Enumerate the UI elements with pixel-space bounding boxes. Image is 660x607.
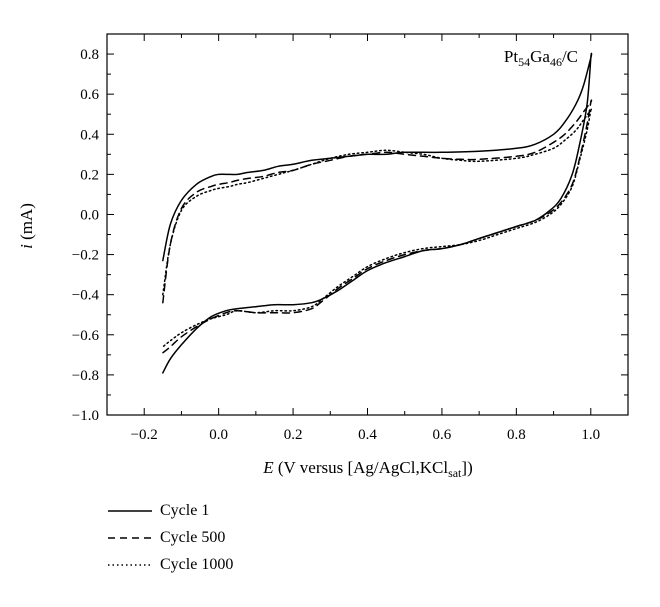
legend-item-cycle-1: Cycle 1 [108, 498, 233, 523]
legend-item-cycle-1000: Cycle 1000 [108, 552, 233, 577]
x-tick-label: 0.2 [284, 427, 303, 443]
y-tick-label: 0.8 [80, 47, 99, 63]
series-line-dotted [162, 107, 593, 348]
y-tick-label: −0.2 [72, 248, 99, 264]
x-tick-label: 1.0 [581, 427, 600, 443]
y-tick-label: 0.4 [80, 127, 99, 143]
y-tick-label: −0.6 [72, 328, 100, 344]
legend-label: Cycle 1 [160, 501, 210, 519]
cv-chart: −0.2 0.0 0.2 0.4 0.6 0.8 1.0 −1.0 −0.8 −0.6 −0.4 −0… [17, 33, 629, 480]
sample-annotation: Pt54Ga46/C [504, 47, 578, 69]
legend-swatch-solid [108, 509, 152, 512]
x-axis-title: E (V versus [Ag/AgCl,KClsat]) [262, 458, 472, 480]
y-tick-label: 0.2 [80, 167, 99, 183]
plot-frame [106, 33, 629, 416]
y-axis-title: i (mA) [17, 203, 36, 249]
axis-ticks [106, 34, 629, 416]
series-lines [162, 52, 593, 374]
legend: Cycle 1 Cycle 500 Cycle 1000 [108, 498, 233, 579]
legend-swatch-dotted [108, 563, 152, 566]
series-line-solid [162, 52, 593, 374]
tick-labels: −0.2 0.0 0.2 0.4 0.6 0.8 1.0 −1.0 −0.8 −0.6 −0.4 −0… [72, 47, 600, 443]
legend-label: Cycle 1000 [160, 555, 234, 573]
x-tick-label: 0.8 [507, 427, 526, 443]
x-tick-label: 0.4 [358, 427, 377, 443]
y-tick-label: −1.0 [72, 408, 99, 424]
legend-swatch-dashed [108, 536, 152, 539]
y-tick-label: −0.4 [72, 288, 100, 304]
x-tick-label: 0.6 [433, 427, 452, 443]
x-tick-label: −0.2 [131, 427, 158, 443]
y-tick-label: 0.6 [80, 87, 99, 103]
x-tick-label: 0.0 [209, 427, 228, 443]
y-tick-label: 0.0 [80, 207, 99, 223]
series-line-dashed [162, 99, 593, 354]
plot-area-border [106, 33, 629, 416]
legend-item-cycle-500: Cycle 500 [108, 525, 233, 550]
legend-label: Cycle 500 [160, 528, 226, 546]
y-tick-label: −0.8 [72, 368, 99, 384]
